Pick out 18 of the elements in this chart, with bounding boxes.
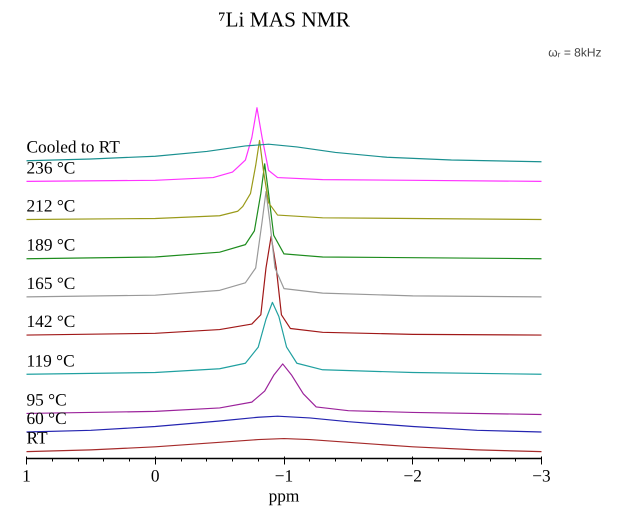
series-label: 236 °C — [26, 158, 76, 178]
text: ωᵣ = 8kHz — [548, 46, 602, 60]
x-tick-label: 0 — [150, 466, 160, 486]
x-axis-title: ppm — [268, 486, 300, 506]
x-tick-label: −1 — [274, 466, 294, 486]
series-label: 212 °C — [26, 196, 76, 216]
series-label: RT — [26, 428, 48, 448]
series-label: 165 °C — [26, 274, 76, 293]
series-label: 95 °C — [26, 390, 67, 410]
series-label: 60 °C — [26, 409, 67, 428]
chart-title: ⁷Li MAS NMR — [218, 8, 351, 32]
x-tick-label: −3 — [532, 466, 551, 486]
series-label: 189 °C — [26, 236, 76, 255]
series-label: 142 °C — [26, 312, 76, 332]
series-label: Cooled to RT — [26, 138, 120, 157]
x-tick-label: −2 — [404, 466, 422, 486]
x-tick-label: 1 — [22, 466, 31, 486]
series-label: 119 °C — [26, 351, 75, 370]
